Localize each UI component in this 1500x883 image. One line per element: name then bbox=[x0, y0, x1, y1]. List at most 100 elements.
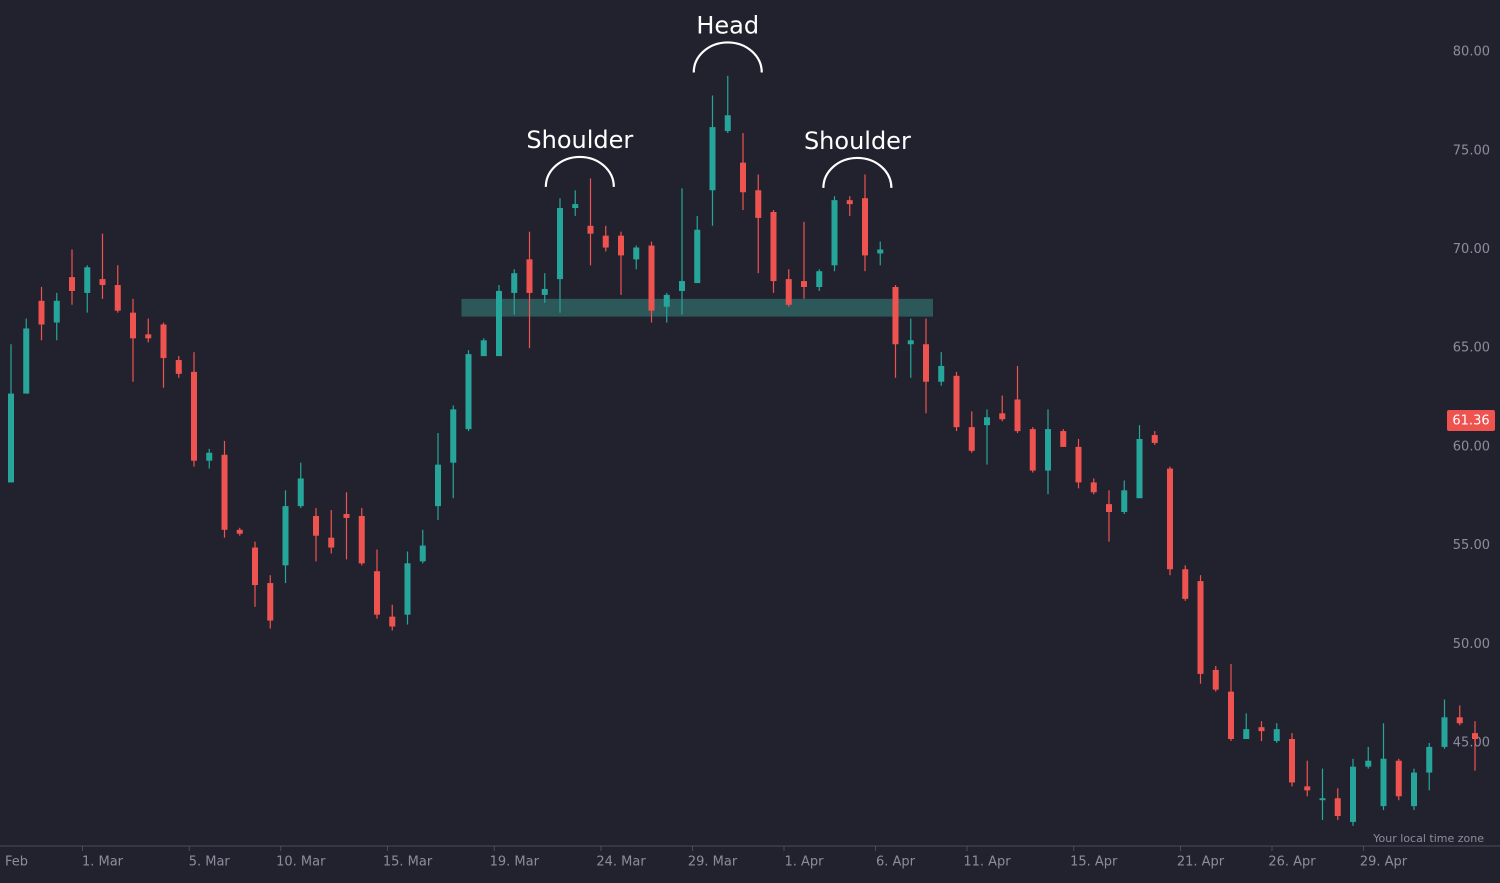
candle-body bbox=[816, 271, 823, 288]
last-price-box bbox=[1447, 410, 1495, 432]
candle-body bbox=[267, 583, 274, 621]
candle-body bbox=[1426, 746, 1433, 773]
y-tick-label: 55.00 bbox=[1453, 538, 1490, 553]
candle-body bbox=[1029, 429, 1036, 471]
candle-body bbox=[38, 300, 45, 325]
candle-body bbox=[404, 563, 411, 615]
candle-body bbox=[679, 281, 685, 291]
candle-body bbox=[358, 515, 365, 564]
x-tick-label: 29. Apr bbox=[1360, 855, 1408, 870]
candle-body bbox=[968, 427, 975, 451]
candle-body bbox=[465, 354, 472, 430]
candle-body bbox=[23, 328, 30, 394]
candle-body bbox=[419, 545, 426, 562]
candle-body bbox=[1289, 739, 1295, 783]
candle-body bbox=[724, 115, 731, 132]
candle-body bbox=[1121, 490, 1128, 513]
candle-body bbox=[526, 259, 533, 293]
candle-body bbox=[389, 616, 396, 627]
x-tick-label: Feb bbox=[5, 855, 28, 870]
candle-body bbox=[618, 235, 624, 256]
x-tick-label: 15. Mar bbox=[383, 855, 433, 870]
candle-body bbox=[557, 208, 563, 280]
candle-body bbox=[923, 344, 929, 382]
candle-body bbox=[1060, 431, 1067, 447]
candle-body bbox=[297, 478, 304, 507]
candle-body bbox=[1319, 798, 1326, 801]
candle-body bbox=[1380, 758, 1387, 807]
candle-body bbox=[175, 360, 182, 374]
candle-body bbox=[450, 409, 457, 463]
y-tick-label: 80.00 bbox=[1453, 45, 1490, 60]
candle-body bbox=[953, 375, 960, 428]
candle-body bbox=[1228, 691, 1234, 740]
candle-body bbox=[1441, 717, 1448, 747]
time-zone-note: Your local time zone bbox=[1372, 832, 1484, 845]
candle-body bbox=[587, 225, 594, 234]
candle-body bbox=[648, 245, 655, 311]
y-tick-label: 45.00 bbox=[1453, 735, 1490, 750]
candle-body bbox=[1014, 399, 1021, 432]
candle-body bbox=[831, 200, 838, 266]
candle-body bbox=[984, 417, 990, 426]
candle-body bbox=[663, 294, 670, 307]
candle-body bbox=[572, 204, 579, 209]
candle-body bbox=[785, 279, 792, 305]
x-tick-label: 24. Mar bbox=[596, 855, 646, 870]
candle-body bbox=[770, 211, 777, 282]
candle-body bbox=[862, 198, 868, 256]
candle-body bbox=[1045, 429, 1051, 471]
candle-body bbox=[206, 452, 213, 461]
candle-body bbox=[53, 300, 60, 323]
candle-body bbox=[1304, 786, 1311, 791]
candle-body bbox=[999, 413, 1006, 420]
candle-body bbox=[1090, 482, 1097, 493]
candle-body bbox=[694, 229, 701, 284]
last-price-label: 61.36 bbox=[1452, 414, 1489, 429]
annotation-arc bbox=[692, 41, 763, 73]
candle-body bbox=[69, 277, 75, 291]
candle-body bbox=[145, 334, 152, 339]
x-tick-label: 1. Apr bbox=[784, 855, 824, 870]
candle-body bbox=[1106, 504, 1112, 513]
neckline-zone bbox=[461, 298, 933, 317]
candle-body bbox=[709, 127, 716, 191]
annotation-arc bbox=[544, 155, 615, 187]
y-tick-label: 50.00 bbox=[1453, 637, 1490, 652]
candle-body bbox=[938, 365, 945, 382]
candle-body bbox=[1273, 729, 1280, 741]
candle-body bbox=[755, 190, 762, 218]
candle-body bbox=[1411, 772, 1417, 807]
candle-body bbox=[877, 249, 884, 254]
candle-body bbox=[8, 393, 14, 483]
candle-body bbox=[328, 537, 335, 548]
candle-body bbox=[252, 547, 258, 586]
candle-body bbox=[1258, 727, 1265, 732]
candle-body bbox=[282, 506, 289, 566]
candle-body bbox=[511, 273, 518, 293]
candle-body bbox=[496, 290, 502, 357]
y-tick-label: 70.00 bbox=[1453, 242, 1490, 257]
candle-body bbox=[236, 529, 243, 534]
candle-body bbox=[130, 312, 136, 339]
candle-body bbox=[1212, 669, 1219, 690]
candle-body bbox=[1365, 760, 1372, 767]
candle-body bbox=[191, 371, 197, 461]
candle-body bbox=[480, 340, 487, 357]
candle-body bbox=[1167, 468, 1173, 570]
candle-body bbox=[602, 235, 609, 248]
x-tick-label: 29. Mar bbox=[688, 855, 738, 870]
candle-body bbox=[99, 279, 106, 286]
x-tick-label: 5. Mar bbox=[189, 855, 231, 870]
candle-body bbox=[435, 464, 441, 507]
annotation-label: Shoulder bbox=[526, 126, 633, 154]
candle-body bbox=[1075, 446, 1082, 483]
candle-body bbox=[343, 513, 350, 518]
candle-body bbox=[114, 285, 121, 311]
candle-body bbox=[801, 281, 807, 288]
x-tick-label: 1. Mar bbox=[82, 855, 124, 870]
candle-body bbox=[541, 288, 548, 295]
candle-body bbox=[1182, 569, 1189, 599]
